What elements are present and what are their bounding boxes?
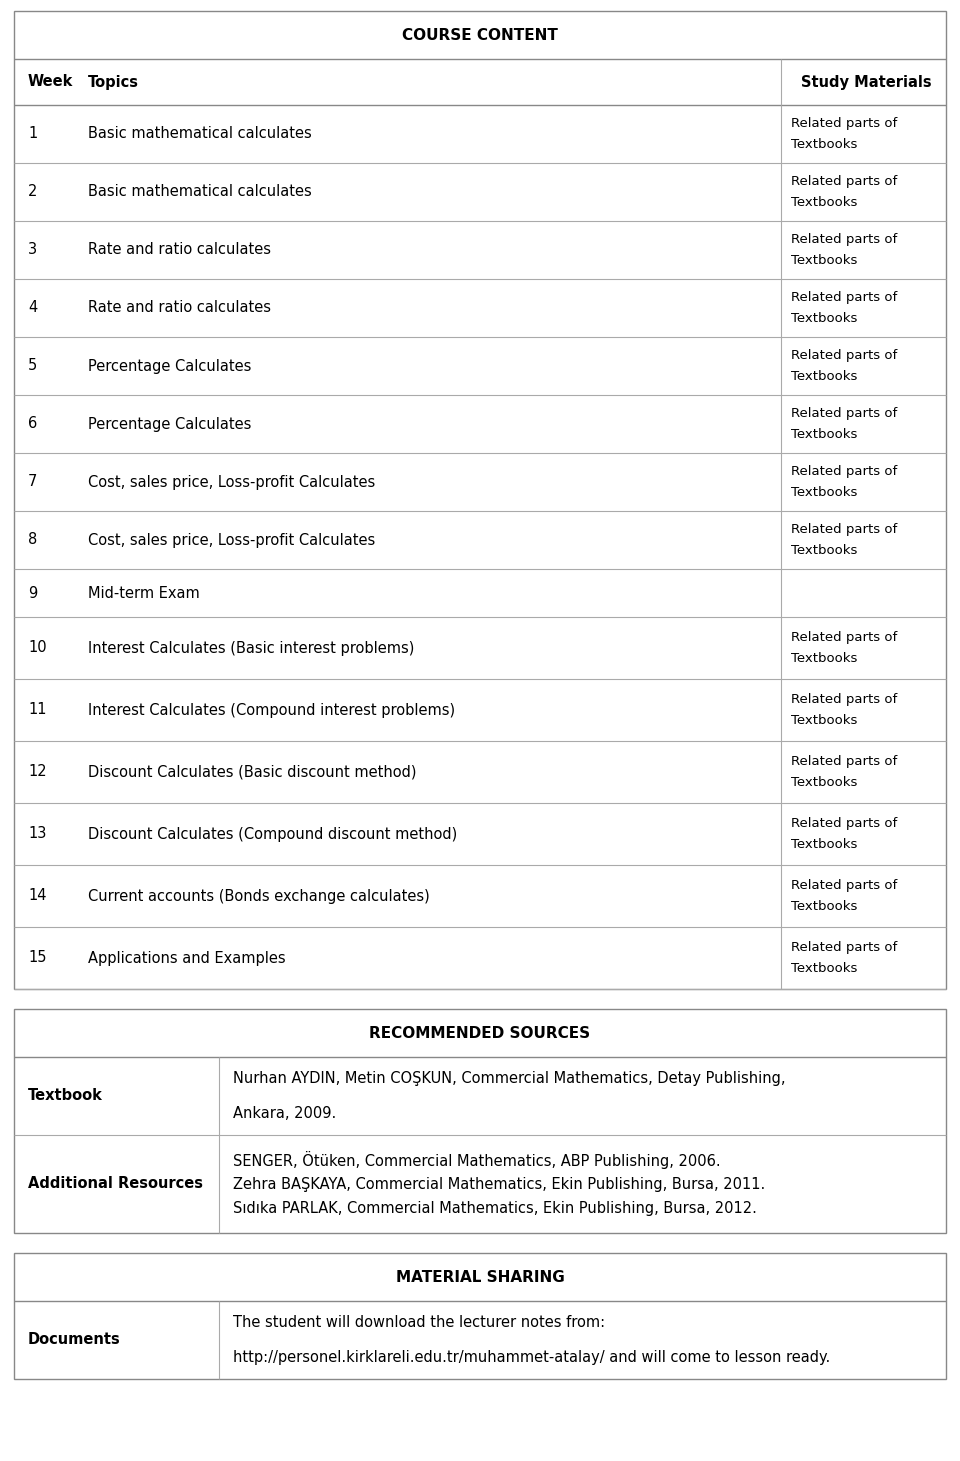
Text: Additional Resources: Additional Resources [28, 1176, 203, 1192]
Text: Related parts of: Related parts of [791, 941, 898, 954]
Text: Textbooks: Textbooks [791, 653, 857, 665]
Text: Interest Calculates (Basic interest problems): Interest Calculates (Basic interest prob… [88, 640, 415, 656]
Text: Current accounts (Bonds exchange calculates): Current accounts (Bonds exchange calcula… [88, 888, 430, 903]
Text: Study Materials: Study Materials [802, 75, 932, 89]
Bar [14, 1010, 946, 1233]
Text: 8: 8 [28, 532, 37, 548]
Text: MATERIAL SHARING: MATERIAL SHARING [396, 1270, 564, 1284]
Text: Related parts of: Related parts of [791, 523, 898, 536]
Text: Textbooks: Textbooks [791, 370, 857, 383]
Text: Zehra BAŞKAYA, Commercial Mathematics, Ekin Publishing, Bursa, 2011.: Zehra BAŞKAYA, Commercial Mathematics, E… [233, 1176, 765, 1192]
Text: Discount Calculates (Basic discount method): Discount Calculates (Basic discount meth… [88, 764, 417, 780]
Text: The student will download the lecturer notes from:: The student will download the lecturer n… [233, 1315, 605, 1331]
Bar [14, 1254, 946, 1379]
Text: Textbooks: Textbooks [791, 776, 857, 789]
Text: Textbooks: Textbooks [791, 963, 857, 976]
Text: 9: 9 [28, 586, 37, 600]
Text: Applications and Examples: Applications and Examples [88, 951, 286, 966]
Text: Related parts of: Related parts of [791, 465, 898, 478]
Text: Textbooks: Textbooks [791, 254, 857, 267]
Text: 1: 1 [28, 127, 37, 142]
Text: Rate and ratio calculates: Rate and ratio calculates [88, 243, 271, 257]
Text: Related parts of: Related parts of [791, 117, 898, 130]
Text: 12: 12 [28, 764, 47, 780]
Text: Percentage Calculates: Percentage Calculates [88, 358, 252, 374]
Text: Week: Week [28, 75, 73, 89]
Text: 5: 5 [28, 358, 37, 374]
Text: 3: 3 [28, 243, 37, 257]
Text: Related parts of: Related parts of [791, 693, 898, 706]
Text: Interest Calculates (Compound interest problems): Interest Calculates (Compound interest p… [88, 703, 455, 717]
Text: RECOMMENDED SOURCES: RECOMMENDED SOURCES [370, 1026, 590, 1040]
Text: Related parts of: Related parts of [791, 349, 898, 362]
Text: Basic mathematical calculates: Basic mathematical calculates [88, 184, 312, 200]
Text: 13: 13 [28, 827, 46, 842]
Text: 2: 2 [28, 184, 37, 200]
Text: SENGER, Ötüken, Commercial Mathematics, ABP Publishing, 2006.: SENGER, Ötüken, Commercial Mathematics, … [233, 1150, 721, 1169]
Text: Cost, sales price, Loss-profit Calculates: Cost, sales price, Loss-profit Calculate… [88, 532, 375, 548]
Text: Discount Calculates (Compound discount method): Discount Calculates (Compound discount m… [88, 827, 457, 842]
Text: Topics: Topics [88, 75, 139, 89]
Text: Textbooks: Textbooks [791, 311, 857, 324]
Text: 14: 14 [28, 888, 46, 903]
Text: Related parts of: Related parts of [791, 234, 898, 247]
Text: Related parts of: Related parts of [791, 754, 898, 767]
Text: Related parts of: Related parts of [791, 291, 898, 304]
Text: Textbooks: Textbooks [791, 485, 857, 498]
Text: Documents: Documents [28, 1332, 121, 1347]
Text: Related parts of: Related parts of [791, 175, 898, 188]
Text: Textbooks: Textbooks [791, 839, 857, 852]
Text: 11: 11 [28, 703, 46, 717]
Text: Nurhan AYDIN, Metin COŞKUN, Commercial Mathematics, Detay Publishing,: Nurhan AYDIN, Metin COŞKUN, Commercial M… [233, 1071, 785, 1087]
Text: Cost, sales price, Loss-profit Calculates: Cost, sales price, Loss-profit Calculate… [88, 475, 375, 489]
Text: Textbooks: Textbooks [791, 543, 857, 557]
Text: Textbooks: Textbooks [791, 714, 857, 728]
Text: 4: 4 [28, 301, 37, 316]
Text: COURSE CONTENT: COURSE CONTENT [402, 28, 558, 42]
Text: Basic mathematical calculates: Basic mathematical calculates [88, 127, 312, 142]
Text: 7: 7 [28, 475, 37, 489]
Text: Rate and ratio calculates: Rate and ratio calculates [88, 301, 271, 316]
Text: Related parts of: Related parts of [791, 408, 898, 421]
Text: Textbooks: Textbooks [791, 428, 857, 441]
Text: Textbooks: Textbooks [791, 196, 857, 209]
Text: Textbooks: Textbooks [791, 137, 857, 150]
Text: 6: 6 [28, 416, 37, 431]
Text: Sıdıka PARLAK, Commercial Mathematics, Ekin Publishing, Bursa, 2012.: Sıdıka PARLAK, Commercial Mathematics, E… [233, 1201, 756, 1216]
Text: Textbooks: Textbooks [791, 900, 857, 913]
Text: Textbook: Textbook [28, 1088, 103, 1103]
Text: Related parts of: Related parts of [791, 817, 898, 830]
Text: Related parts of: Related parts of [791, 631, 898, 644]
Text: Percentage Calculates: Percentage Calculates [88, 416, 252, 431]
Text: Ankara, 2009.: Ankara, 2009. [233, 1106, 336, 1121]
Text: 10: 10 [28, 640, 47, 656]
Text: Related parts of: Related parts of [791, 878, 898, 891]
Bar [14, 12, 946, 989]
Text: 15: 15 [28, 951, 46, 966]
Text: http://personel.kirklareli.edu.tr/muhammet-atalay/ and will come to lesson ready: http://personel.kirklareli.edu.tr/muhamm… [233, 1350, 830, 1365]
Text: Mid-term Exam: Mid-term Exam [88, 586, 200, 600]
